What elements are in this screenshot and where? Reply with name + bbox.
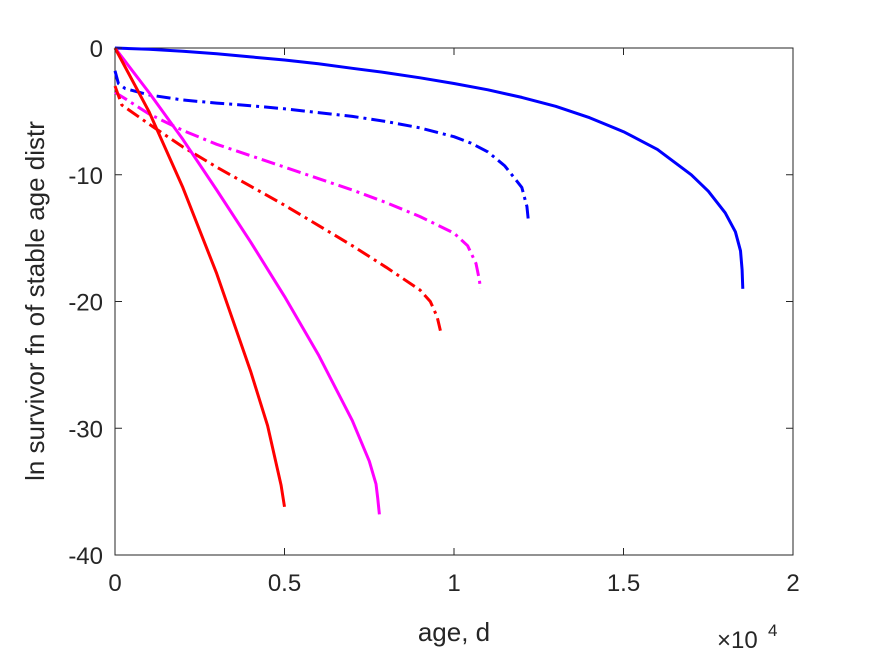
ticks-layer: 0 0.5 1 1.5 2 0 -10 -20 -30 -40 xyxy=(68,36,799,597)
series-line-5 xyxy=(113,47,381,515)
y-tick-label: -10 xyxy=(68,163,103,190)
x-tick-label: 0.5 xyxy=(268,570,301,597)
plot-area xyxy=(114,47,794,556)
y-tick-label: -40 xyxy=(68,543,103,570)
x-tick-label: 1 xyxy=(447,570,460,597)
x-multiplier-base: ×10 xyxy=(717,627,758,654)
series-line-6 xyxy=(113,47,286,508)
x-multiplier-exponent: 4 xyxy=(768,621,777,640)
series-line-3 xyxy=(114,91,482,289)
axes-box xyxy=(114,47,794,556)
series-line-1 xyxy=(114,46,745,289)
y-axis-label: ln survivor fn of stable age distr xyxy=(20,121,50,481)
x-axis-label: age, d xyxy=(418,617,490,647)
y-tick-label: -30 xyxy=(68,416,103,443)
x-tick-label: 0 xyxy=(108,570,121,597)
y-tick-label: 0 xyxy=(90,36,103,63)
y-tick-label: -20 xyxy=(68,290,103,317)
x-multiplier: ×10 4 xyxy=(717,621,777,654)
series-layer xyxy=(113,46,745,515)
series-line-4 xyxy=(113,85,442,332)
x-tick-label: 1.5 xyxy=(607,570,640,597)
x-tick-label: 2 xyxy=(786,570,799,597)
